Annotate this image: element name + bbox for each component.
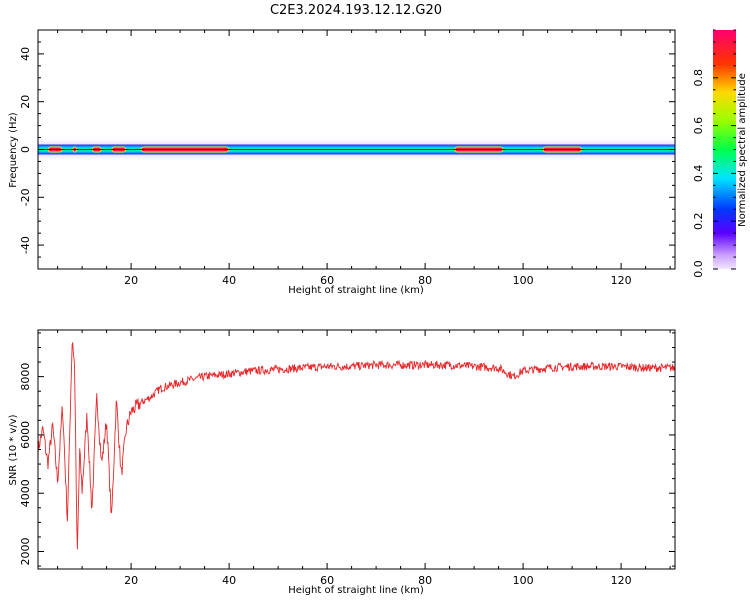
snr-y-tick-label: 8000 [19, 363, 32, 391]
snr-frame [37, 329, 676, 570]
heatmap-y-tick-label: -40 [19, 236, 32, 254]
heatmap-x-tick-label: 60 [320, 274, 334, 287]
snr-y-label: SNR (10 * v/v) [8, 414, 19, 485]
colorbar: 0.0 0.2 0.4 0.6 0.8 Normalized spectral ampl… [692, 29, 748, 278]
colorbar-tick-label: 0.4 [692, 165, 705, 183]
heatmap-band [38, 136, 675, 163]
colorbar-label: Normalized spectral amplitude [737, 73, 748, 227]
snr-y-tick-label: 6000 [19, 421, 32, 449]
snr-x-tick-label: 100 [513, 574, 534, 587]
snr-y-tick-label: 2000 [19, 538, 32, 566]
snr-ticks: 2000 4000 6000 8000 20 40 60 80 100 120 [19, 330, 675, 587]
heatmap-y-tick-label: 20 [19, 95, 32, 109]
snr-x-tick-label: 80 [418, 574, 432, 587]
snr-x-label: Height of straight line (km) [288, 585, 424, 596]
colorbar-tick-label: 0.8 [692, 69, 705, 87]
colorbar-ticks: 0.0 0.2 0.4 0.6 0.8 [692, 29, 736, 278]
heatmap-x-tick-label: 20 [124, 274, 138, 287]
snr-x-tick-label: 20 [124, 574, 138, 587]
snr-x-tick-label: 40 [222, 574, 236, 587]
colorbar-tick-label: 0.2 [692, 212, 705, 230]
heatmap-panel: -40 -20 0 20 40 20 40 60 80 100 120 Frequency (Hz)… [8, 29, 676, 296]
heatmap-x-tick-label: 120 [611, 274, 632, 287]
heatmap-x-tick-label: 80 [418, 274, 432, 287]
heatmap-y-tick-label: 0 [19, 146, 32, 153]
snr-series-line [38, 342, 675, 550]
chart-title: C2E3.2024.193.12.12.G20 [270, 3, 442, 18]
colorbar-gradient [713, 30, 736, 269]
heatmap-y-tick-label: 40 [19, 47, 32, 61]
heatmap-x-tick-label: 100 [513, 274, 534, 287]
snr-x-tick-label: 60 [320, 574, 334, 587]
heatmap-x-label: Height of straight line (km) [288, 285, 424, 296]
snr-x-tick-label: 120 [611, 574, 632, 587]
snr-y-tick-label: 4000 [19, 479, 32, 507]
colorbar-tick-label: 0.6 [692, 117, 705, 135]
heatmap-y-tick-label: -20 [19, 188, 32, 206]
snr-panel: 2000 4000 6000 8000 20 40 60 80 100 120 SNR (10 *… [8, 329, 676, 596]
colorbar-tick-label: 0.0 [692, 260, 705, 278]
heatmap-ticks: -40 -20 0 20 40 20 40 60 80 100 120 [19, 29, 675, 287]
heatmap-y-label: Frequency (Hz) [8, 112, 19, 188]
heatmap-x-tick-label: 40 [222, 274, 236, 287]
